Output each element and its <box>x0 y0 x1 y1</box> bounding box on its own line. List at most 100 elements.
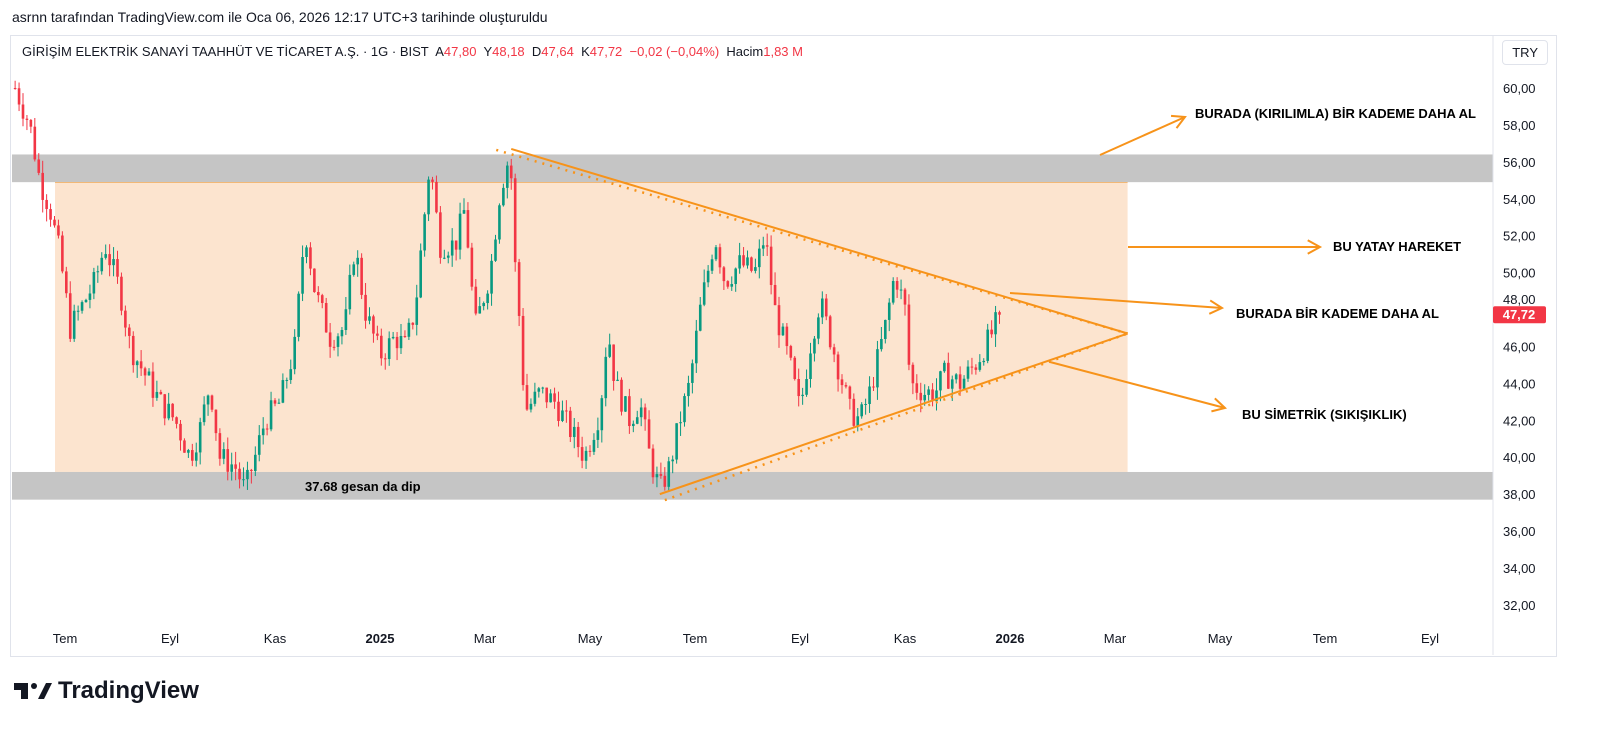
candle-body <box>222 449 226 459</box>
candle-body <box>336 336 340 347</box>
candle-body <box>364 294 367 321</box>
candle-body <box>427 179 430 215</box>
candle-body <box>104 254 107 258</box>
change-value: −0,02 (−0,04%) <box>629 44 720 59</box>
candle-body <box>257 435 261 455</box>
candle-body <box>738 255 741 269</box>
candle-body <box>387 338 391 360</box>
candle-body <box>695 330 698 364</box>
candle-body <box>635 417 639 424</box>
candle-body <box>128 327 131 336</box>
candle-body <box>218 433 222 459</box>
candle-body <box>978 362 982 370</box>
candle-body <box>175 417 178 424</box>
candle-body <box>521 315 525 386</box>
chart-frame[interactable] <box>10 35 1557 657</box>
candle-body <box>399 335 403 349</box>
candle-body <box>612 344 615 381</box>
candle-body <box>277 402 281 404</box>
tradingview-logo-icon <box>14 683 52 699</box>
candle-body <box>68 293 72 339</box>
tradingview-logo[interactable]: TradingView <box>14 677 199 705</box>
candle-body <box>632 423 635 427</box>
volume-label: Hacim <box>726 44 764 59</box>
candle-body <box>100 257 104 272</box>
candle-body <box>234 464 237 469</box>
candle-body <box>832 347 836 355</box>
candle-body <box>281 380 285 403</box>
candle-body <box>135 361 139 366</box>
candle-body <box>844 385 848 387</box>
candle-body <box>726 281 730 287</box>
candle-body <box>446 255 450 258</box>
x-tick-label: Mar <box>1104 631 1127 646</box>
candle-body <box>202 404 206 423</box>
y-tick-label: 48,00 <box>1503 292 1536 307</box>
candle-body <box>899 289 903 291</box>
candle-body <box>734 268 737 285</box>
symbol-name[interactable]: GİRİŞİM ELEKTRİK SANAYİ TAAHHÜT VE TİCAR… <box>22 44 429 59</box>
candle-body <box>289 369 293 380</box>
candle-body <box>943 362 946 372</box>
candle-body <box>643 407 647 420</box>
candle-body <box>927 389 930 395</box>
arrow-head-icon <box>1170 114 1187 129</box>
candle-body <box>998 312 1001 315</box>
candle-body <box>431 179 434 182</box>
candle-body <box>352 264 356 275</box>
y-tick-label: 40,00 <box>1503 450 1536 465</box>
candle-body <box>340 329 344 337</box>
candle-body <box>537 388 541 392</box>
candle-body <box>620 379 623 412</box>
support-zone <box>12 471 1493 500</box>
candle-body <box>970 366 974 368</box>
candle-body <box>407 322 411 337</box>
candle-body <box>454 240 458 250</box>
candle-body <box>120 276 123 311</box>
candle-body <box>297 293 300 337</box>
candle-body <box>423 214 426 251</box>
candle-body <box>191 450 194 461</box>
candle-body <box>210 395 214 410</box>
candle-body <box>569 410 572 438</box>
candle-body <box>895 281 899 290</box>
candle-body <box>982 360 986 363</box>
candle-body <box>53 219 56 226</box>
candle-body <box>435 181 438 213</box>
candle-body <box>596 430 600 440</box>
candle-body <box>301 257 304 294</box>
candle-body <box>667 461 671 487</box>
candle-body <box>639 407 643 418</box>
candle-body <box>801 394 804 397</box>
candle-body <box>525 385 529 410</box>
annotation-arrow <box>1049 361 1226 409</box>
annotation-arrow <box>1099 116 1186 156</box>
candle-body <box>592 439 596 452</box>
candle-body <box>856 416 860 426</box>
candle-body <box>179 423 182 441</box>
candle-body <box>958 374 962 389</box>
candle-body <box>470 247 474 287</box>
x-tick-label: Eyl <box>1421 631 1439 646</box>
candle-body <box>852 398 856 426</box>
candle-body <box>383 358 387 360</box>
candle-body <box>305 247 308 258</box>
candle-body <box>498 205 501 240</box>
candle-body <box>502 187 505 206</box>
candle-body <box>557 401 560 421</box>
candle-body <box>954 374 958 380</box>
currency-button[interactable]: TRY <box>1502 40 1548 65</box>
candle-body <box>565 410 568 412</box>
candle-body <box>655 474 659 478</box>
candle-body <box>391 336 395 339</box>
candle-body <box>797 379 800 397</box>
candle-body <box>580 447 584 461</box>
open-label: A <box>435 44 444 59</box>
x-tick-label: Tem <box>1313 631 1338 646</box>
candle-body <box>72 310 76 339</box>
candle-body <box>478 306 482 314</box>
candle-body <box>651 448 655 478</box>
candle-body <box>344 309 348 330</box>
candle-body <box>163 394 167 419</box>
